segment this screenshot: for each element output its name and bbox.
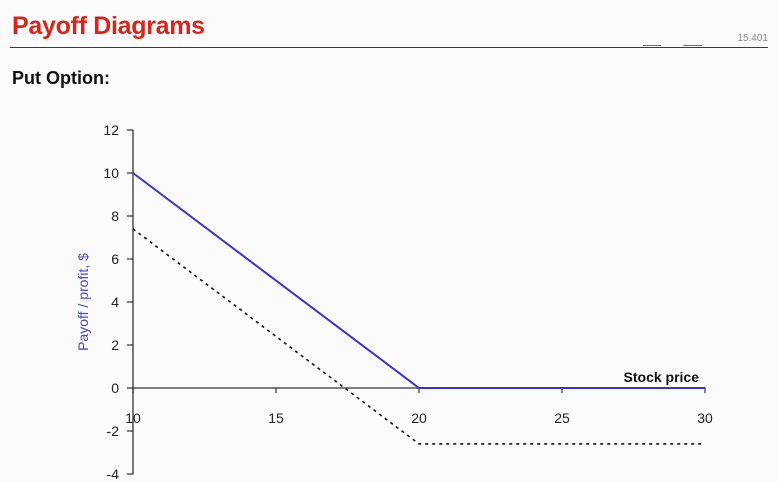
y-tick-label: 6 (111, 251, 119, 267)
x-tick-label: 25 (554, 410, 570, 426)
profit-line (132, 228, 705, 445)
y-tick-label: 12 (103, 122, 119, 138)
x-axis-title: Stock price (624, 369, 700, 385)
series-group (132, 172, 705, 445)
rule-mark (684, 45, 702, 46)
slide-title: Payoff Diagrams (12, 12, 205, 40)
x-tick-label: 20 (411, 410, 427, 426)
y-tick-label: 4 (111, 294, 119, 310)
slide-subtitle: Put Option: (12, 68, 110, 88)
x-tick-label: 15 (268, 410, 284, 426)
x-axis: 10 15 20 25 30 (125, 387, 713, 426)
rule-mark (643, 45, 661, 46)
course-code: 15.401 (737, 33, 768, 44)
y-axis-title: Payoff / profit, $ (75, 253, 91, 351)
payoff-line (132, 172, 705, 389)
y-tick-label: 0 (111, 380, 119, 396)
y-tick-label: 8 (111, 208, 119, 224)
y-tick-label: 2 (111, 337, 119, 353)
x-tick-label: 30 (697, 410, 713, 426)
y-tick-label: 10 (103, 165, 119, 181)
x-tick-label: 10 (125, 410, 141, 426)
y-tick-label: -2 (107, 423, 120, 439)
y-tick-label: -4 (107, 466, 120, 482)
y-axis: -4 -2 0 2 4 6 8 10 12 (103, 122, 134, 482)
title-rule (10, 47, 768, 48)
